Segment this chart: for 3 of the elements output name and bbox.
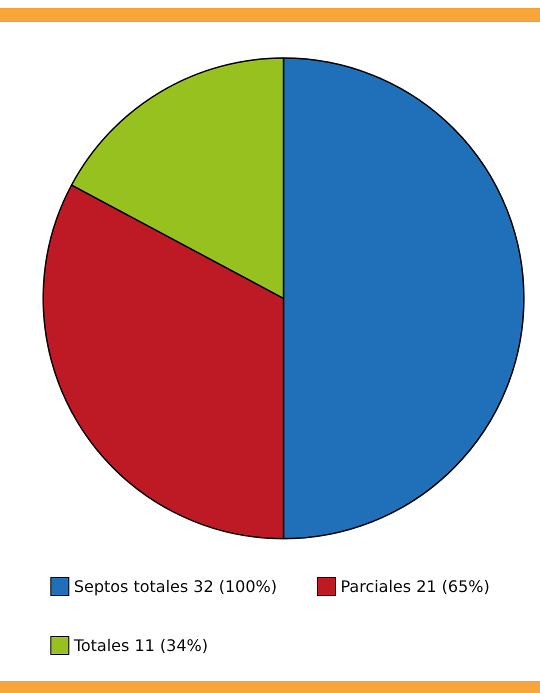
legend-label: Parciales 21 (65%)	[340, 577, 490, 596]
legend-label: Septos totales 32 (100%)	[74, 577, 277, 596]
legend-label: Totales 11 (34%)	[72, 636, 208, 655]
